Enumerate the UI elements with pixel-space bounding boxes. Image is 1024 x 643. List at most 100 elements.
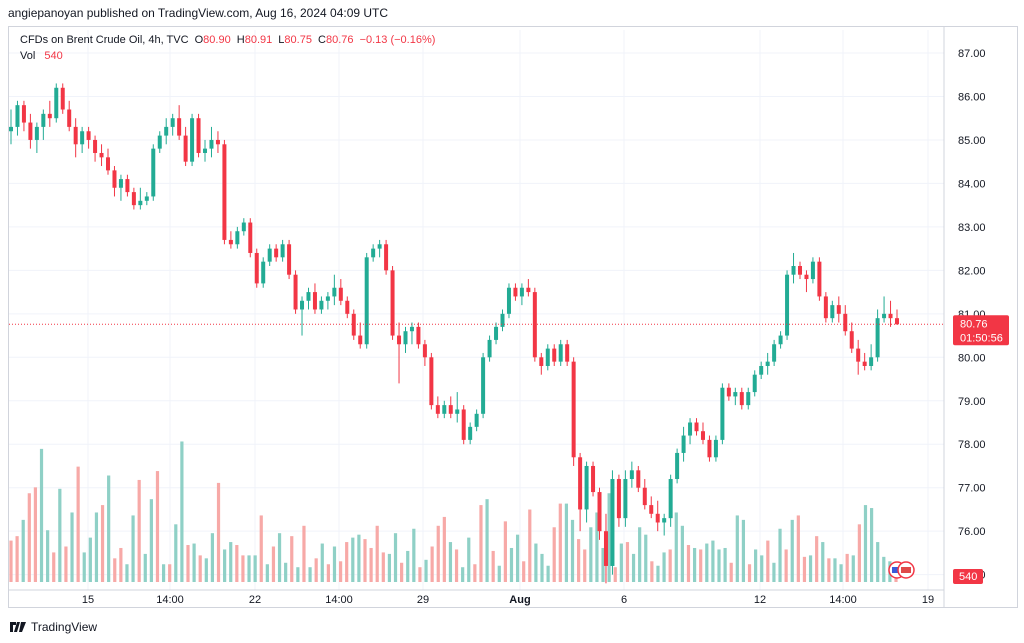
volume-bar bbox=[601, 547, 605, 582]
volume-bar bbox=[424, 559, 428, 582]
volume-bar bbox=[808, 555, 813, 582]
candle-body bbox=[610, 479, 615, 566]
volume-bar bbox=[467, 537, 471, 582]
volume-bar bbox=[418, 567, 422, 582]
volume-bar bbox=[851, 555, 855, 582]
candle-body bbox=[80, 131, 85, 145]
volume-bar bbox=[131, 515, 135, 582]
volume-bar bbox=[271, 546, 276, 582]
candle-body bbox=[726, 387, 731, 397]
candle-body bbox=[351, 313, 356, 336]
volume-bar bbox=[76, 466, 80, 582]
volume-bar bbox=[259, 515, 263, 582]
volume-bars bbox=[9, 441, 898, 582]
candle-body bbox=[830, 305, 835, 319]
candle-body bbox=[565, 344, 570, 362]
volume-bar bbox=[760, 555, 764, 582]
volume-bar bbox=[638, 527, 642, 582]
legend-change: −0.13 (−0.16%) bbox=[359, 34, 436, 46]
volume-bar bbox=[790, 519, 794, 582]
candle-body bbox=[513, 287, 518, 297]
volume-bar bbox=[876, 542, 880, 582]
x-tick-label: 15 bbox=[82, 594, 94, 606]
candle-body bbox=[280, 244, 285, 258]
volume-bar bbox=[180, 441, 184, 582]
candle-body bbox=[41, 113, 46, 127]
volume-bar bbox=[625, 542, 630, 582]
candle-body bbox=[733, 392, 738, 397]
volume-bar bbox=[155, 471, 160, 582]
legend-high-value: 80.91 bbox=[244, 34, 273, 46]
candle-body bbox=[448, 405, 453, 414]
volume-bar bbox=[412, 528, 416, 582]
candle-body bbox=[468, 426, 473, 440]
volume-bar bbox=[461, 567, 465, 582]
candle-body bbox=[384, 244, 389, 271]
price-overlays: 80.76 01:50:56 540 bbox=[9, 315, 1009, 584]
volume-bar bbox=[70, 512, 74, 582]
volume-bar bbox=[454, 549, 459, 582]
candle-body bbox=[157, 135, 162, 149]
volume-bar bbox=[277, 533, 282, 582]
volume-bar bbox=[515, 534, 520, 582]
last-price-badge bbox=[953, 315, 1009, 346]
candle-body bbox=[675, 452, 680, 480]
candle-body bbox=[118, 179, 123, 188]
volume-bar bbox=[833, 558, 837, 582]
candle-body bbox=[584, 465, 589, 510]
volume-bar bbox=[375, 525, 379, 582]
volume-bar bbox=[577, 539, 581, 582]
volume-bar bbox=[33, 487, 38, 582]
candle-body bbox=[300, 300, 305, 310]
legend-row-volume: Vol 540 bbox=[20, 48, 435, 64]
volume-bar bbox=[668, 549, 672, 582]
x-tick-label: 12 bbox=[754, 594, 766, 606]
volume-bar bbox=[393, 533, 398, 582]
volume-bar bbox=[705, 543, 709, 582]
volume-bar bbox=[802, 556, 807, 582]
volume-bar bbox=[326, 564, 330, 582]
candle-body bbox=[47, 113, 52, 119]
x-tick-label: 14:00 bbox=[829, 594, 857, 606]
volume-bar bbox=[839, 564, 843, 582]
candle-body bbox=[862, 361, 867, 366]
footer[interactable]: TradingView bbox=[10, 620, 97, 634]
candle-body bbox=[817, 261, 822, 297]
candle-body bbox=[99, 152, 104, 158]
volume-bar bbox=[509, 547, 514, 582]
candle-body bbox=[772, 344, 777, 362]
candle-body bbox=[274, 248, 279, 258]
volume-bar bbox=[717, 549, 721, 582]
last-volume-label: 540 bbox=[959, 571, 977, 583]
volume-bar bbox=[747, 564, 752, 582]
candle-body bbox=[235, 231, 240, 245]
y-tick-label: 78.00 bbox=[958, 439, 986, 451]
candle-body bbox=[422, 344, 427, 358]
candle-body bbox=[125, 179, 130, 193]
volume-bar bbox=[387, 553, 392, 582]
volume-bar bbox=[46, 530, 50, 582]
legend-high-label: H bbox=[236, 34, 245, 46]
candle-body bbox=[267, 248, 272, 262]
volume-bar bbox=[473, 564, 477, 582]
volume-bar bbox=[882, 556, 886, 582]
candle-body bbox=[15, 105, 20, 127]
x-tick-label: 29 bbox=[417, 594, 429, 606]
volume-bar bbox=[674, 512, 678, 582]
y-tick-label: 82.00 bbox=[958, 265, 986, 277]
volume-bar bbox=[692, 547, 697, 582]
candle-body bbox=[196, 118, 201, 153]
volume-bar bbox=[174, 524, 178, 582]
candle-body bbox=[649, 505, 654, 514]
candle-body bbox=[856, 348, 861, 362]
legend-symbol: CFDs on Brent Crude Oil, 4h, TVC bbox=[20, 34, 189, 46]
candle-body bbox=[843, 313, 848, 332]
y-tick-label: 84.00 bbox=[958, 178, 986, 190]
volume-bar bbox=[442, 516, 446, 582]
candle-body bbox=[778, 335, 783, 345]
volume-bar bbox=[570, 519, 575, 582]
volume-bar bbox=[631, 553, 636, 582]
volume-bar bbox=[619, 543, 623, 582]
volume-bar bbox=[119, 547, 123, 582]
